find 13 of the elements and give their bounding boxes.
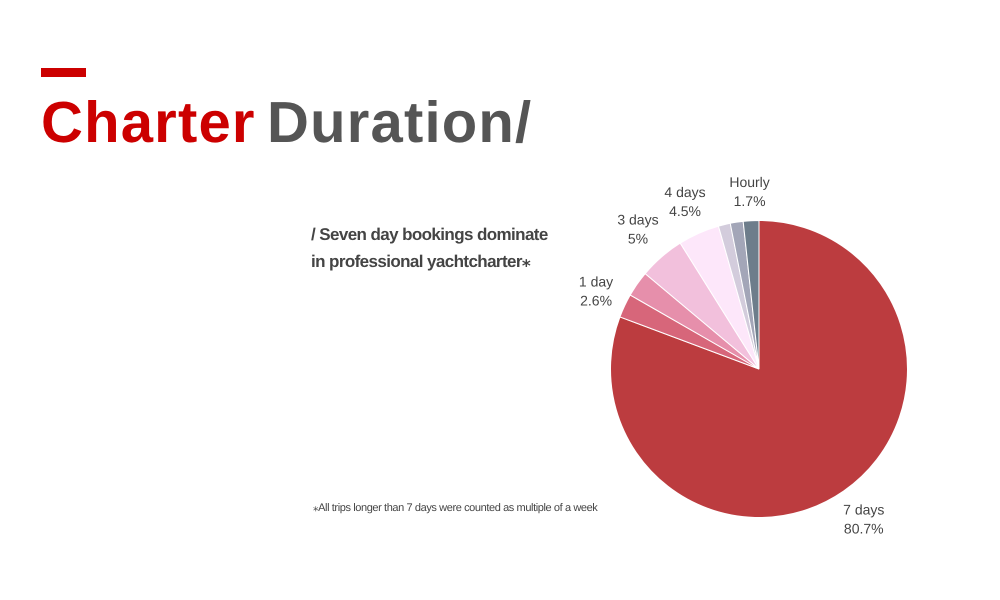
data-label: 2.6% xyxy=(580,292,612,309)
data-label: 4.5% xyxy=(669,202,702,219)
slice-label: 1 day xyxy=(578,274,614,290)
slice-label: 3 days xyxy=(617,211,659,228)
chart-title: Charter Duration/ xyxy=(41,90,532,155)
data-label: 1.7% xyxy=(734,193,766,210)
data-label: 80.7% xyxy=(844,520,884,536)
slice-label: 7 days xyxy=(843,501,884,518)
text: / Seven day bookings dominate in professional yachtcharter⁎ xyxy=(311,224,549,273)
slice-label: Hourly xyxy=(729,174,770,190)
text: ⁎All trips longer than 7 days were counted as multiple of a week xyxy=(313,501,598,514)
slice-label: 4 days xyxy=(664,184,706,200)
data-label: 5% xyxy=(628,230,648,246)
